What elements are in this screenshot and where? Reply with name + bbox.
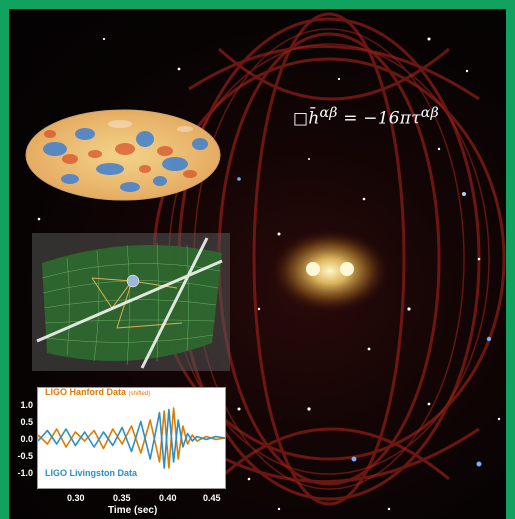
x-tick-label: 0.40 [159, 493, 177, 503]
star-a [306, 262, 320, 276]
cmb-map-image [25, 109, 221, 201]
equation-rhs: = −16πτ [337, 108, 421, 129]
legend-livingston: LIGO Livingston Data [45, 468, 138, 478]
y-tick-label: 0.0 [20, 434, 33, 444]
x-tick-label: 0.45 [203, 493, 221, 503]
legend-hanford-label: LIGO Hanford Data [45, 387, 127, 397]
x-tick-label: 0.30 [67, 493, 85, 503]
x-tick-label: 0.35 [113, 493, 131, 503]
livingston-series-line [37, 408, 226, 469]
equation-sup-lhs: αβ [319, 105, 338, 121]
binary-core-glow [270, 229, 390, 313]
y-tick-label: -0.5 [17, 451, 33, 461]
equation-sup-rhs: αβ [420, 105, 439, 121]
y-tick-label: 0.5 [20, 417, 33, 427]
ligo-waveform-plot [37, 407, 226, 469]
y-tick-label: 1.0 [20, 400, 33, 410]
spacetime-grid-image [32, 233, 230, 371]
y-tick-label: -1.0 [17, 468, 33, 478]
x-axis-label: Time (sec) [108, 505, 158, 516]
hanford-series-line [37, 407, 226, 469]
starfield [37, 37, 501, 511]
chart-plot-area [37, 387, 226, 489]
wave-equation: □h̄αβ = −16πταβ [293, 105, 439, 129]
ligo-chart: LIGO Hanford Data (shifted) LIGO Livings… [9, 380, 226, 519]
legend-hanford: LIGO Hanford Data (shifted) [45, 387, 150, 397]
space-background: □h̄αβ = −16πταβ [9, 9, 506, 519]
equation-lhs: h̄ [308, 108, 320, 129]
star-b [340, 262, 354, 276]
dalembertian-symbol: □ [293, 108, 309, 128]
legend-hanford-note: (shifted) [128, 391, 151, 397]
